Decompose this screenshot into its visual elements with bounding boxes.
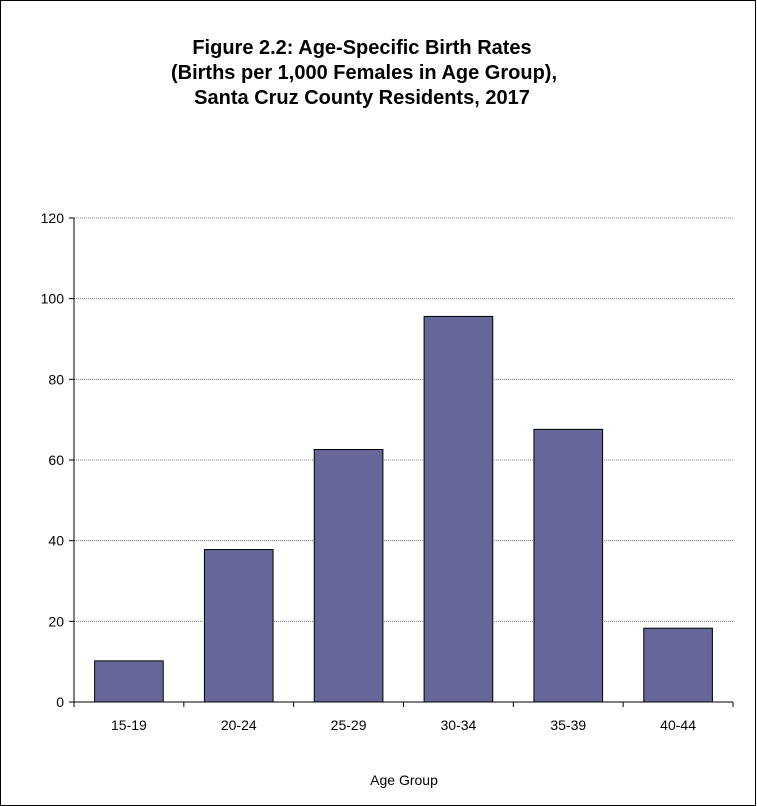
x-axis-label: Age Group — [370, 772, 438, 788]
y-tick-label: 60 — [48, 452, 64, 468]
bar-30-34 — [423, 315, 494, 703]
y-tick-labels: 0 20 40 60 80 100 120 — [41, 210, 65, 710]
axes — [69, 217, 734, 707]
chart-title-line-3: Santa Cruz County Residents, 2017 — [194, 87, 530, 109]
chart-title-line-1: Figure 2.2: Age-Specific Birth Rates — [192, 37, 531, 59]
bar-20-24 — [203, 549, 274, 703]
y-tick-label: 100 — [41, 291, 65, 307]
chart-title: Figure 2.2: Age-Specific Birth Rates (Bi… — [171, 37, 557, 109]
y-tick-label: 0 — [56, 694, 64, 710]
y-tick-label: 40 — [48, 533, 64, 549]
y-tick-label: 20 — [48, 613, 64, 629]
bar-15-19 — [94, 660, 164, 703]
y-tick-label: 120 — [41, 210, 65, 226]
x-tick-label: 15-19 — [111, 717, 147, 733]
x-tick-labels: 15-19 20-24 25-29 30-34 35-39 40-44 — [111, 717, 696, 733]
y-tick-label: 80 — [48, 371, 64, 387]
x-tick-label: 35-39 — [550, 717, 586, 733]
x-tick-label: 30-34 — [441, 717, 477, 733]
bars — [94, 315, 713, 703]
x-tick-label: 20-24 — [221, 717, 257, 733]
bar-25-29 — [313, 449, 384, 703]
bar-40-44 — [643, 627, 713, 703]
bar-35-39 — [533, 428, 604, 703]
x-tick-label: 25-29 — [331, 717, 367, 733]
x-tick-label: 40-44 — [660, 717, 696, 733]
chart-title-line-2: (Births per 1,000 Females in Age Group), — [171, 62, 557, 84]
